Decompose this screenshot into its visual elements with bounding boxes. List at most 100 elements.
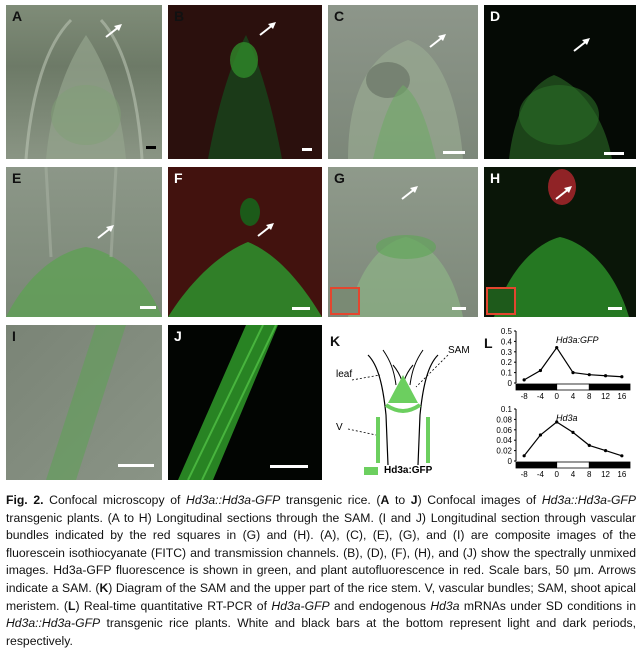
caption-gene: Hd3a::Hd3a-GFP bbox=[6, 616, 101, 631]
caption-text: transgenic rice. ( bbox=[280, 493, 381, 507]
x-tick-label: -4 bbox=[537, 470, 545, 479]
panel-a: A bbox=[6, 5, 162, 159]
panel-label-a: A bbox=[12, 8, 23, 24]
caption-gene: Hd3a bbox=[430, 598, 460, 613]
x-tick-label: 16 bbox=[617, 392, 626, 401]
light-period-bar bbox=[556, 461, 590, 469]
dark-period-bar bbox=[588, 461, 631, 469]
panel-k-diagram: K leaf SAM V Hd3a:GFP bbox=[328, 325, 480, 480]
inset-square bbox=[486, 287, 516, 315]
caption-gene: Hd3a-GFP bbox=[271, 598, 330, 613]
y-tick-label: 0.5 bbox=[501, 327, 513, 336]
sam-label: SAM bbox=[448, 345, 470, 356]
figure-caption: Fig. 2. Confocal microscopy of Hd3a::Hd3… bbox=[6, 492, 636, 650]
scale-bar bbox=[140, 306, 156, 309]
caption-ref: A bbox=[380, 493, 390, 507]
caption-ref: K bbox=[99, 580, 109, 595]
chart-title: Hd3a:GFP bbox=[556, 335, 599, 345]
caption-text: ) Real-time quantitative RT-PCR of bbox=[75, 598, 272, 613]
data-point bbox=[603, 449, 608, 453]
scale-bar bbox=[443, 151, 465, 154]
x-tick-label: -8 bbox=[521, 470, 529, 479]
x-tick-label: 8 bbox=[587, 392, 592, 401]
y-tick-label: 0 bbox=[508, 457, 513, 466]
caption-text: ) Diagram of the SAM and the upper part … bbox=[6, 580, 636, 613]
panel-label-d: D bbox=[490, 8, 501, 24]
y-tick-label: 0.08 bbox=[496, 415, 512, 424]
y-tick-label: 0 bbox=[508, 379, 513, 388]
arrow-icon bbox=[259, 22, 276, 36]
y-tick-label: 0.3 bbox=[501, 348, 513, 357]
data-point bbox=[571, 371, 575, 375]
scale-bar bbox=[608, 307, 622, 310]
panel-label-c: C bbox=[334, 8, 345, 24]
dark-period-bar bbox=[588, 383, 631, 391]
data-point bbox=[587, 373, 591, 377]
panel-label-h: H bbox=[490, 170, 501, 186]
x-tick-label: 4 bbox=[571, 392, 576, 401]
caption-text: to bbox=[389, 493, 411, 507]
data-point bbox=[620, 375, 624, 379]
y-tick-label: 0.4 bbox=[501, 337, 513, 346]
panel-label-b: B bbox=[174, 8, 185, 24]
legend-label: Hd3a:GFP bbox=[384, 465, 433, 476]
scale-bar bbox=[270, 465, 308, 468]
inset-square bbox=[330, 287, 360, 315]
x-tick-label: 16 bbox=[617, 470, 626, 479]
scale-bar bbox=[604, 152, 624, 155]
dark-period-bar bbox=[515, 461, 558, 469]
panel-label-e: E bbox=[12, 170, 22, 186]
panel-b: B bbox=[168, 5, 322, 159]
chart-title: Hd3a bbox=[556, 413, 578, 423]
panel-h: H bbox=[484, 167, 636, 317]
panel-g: G bbox=[328, 167, 478, 317]
data-point bbox=[538, 433, 543, 437]
arrow-icon bbox=[429, 34, 446, 48]
data-point bbox=[620, 454, 624, 458]
arrow-icon bbox=[105, 24, 122, 38]
y-tick-label: 0.2 bbox=[501, 358, 513, 367]
caption-gene: Hd3a::Hd3a-GFP bbox=[541, 493, 636, 507]
data-point bbox=[587, 443, 591, 447]
leaf-label: leaf bbox=[336, 369, 353, 380]
y-tick-label: 0.02 bbox=[496, 447, 512, 456]
y-tick-label: 0.1 bbox=[501, 369, 513, 378]
dark-period-bar bbox=[515, 383, 558, 391]
arrow-icon bbox=[573, 38, 590, 52]
scale-bar bbox=[292, 307, 310, 310]
caption-text: transgenic plants. (A to H) Longitudinal… bbox=[6, 510, 636, 595]
caption-text: Confocal microscopy of bbox=[43, 493, 187, 507]
light-period-bar bbox=[556, 383, 590, 391]
y-tick-label: 0.1 bbox=[501, 405, 513, 414]
caption-fig: Fig. 2. bbox=[6, 493, 44, 507]
caption-text: transgenic rice plants. White and black … bbox=[6, 616, 636, 648]
scale-bar bbox=[118, 464, 154, 467]
data-point bbox=[555, 346, 559, 350]
data-point bbox=[522, 454, 526, 458]
scale-bar bbox=[452, 307, 466, 310]
data-point bbox=[555, 420, 559, 424]
x-tick-label: 12 bbox=[601, 392, 610, 401]
caption-ref: L bbox=[67, 598, 76, 613]
panel-label-l: L bbox=[484, 335, 493, 351]
arrow-icon bbox=[401, 186, 418, 200]
caption-text: and endogenous bbox=[329, 598, 431, 613]
data-point bbox=[603, 374, 608, 378]
arrow-icon bbox=[97, 225, 114, 239]
panel-e: E bbox=[6, 167, 162, 317]
panel-c: C bbox=[328, 5, 478, 159]
panel-label-j: J bbox=[174, 328, 182, 344]
caption-gene: Hd3a::Hd3a-GFP bbox=[186, 493, 281, 507]
panel-f: F bbox=[168, 167, 322, 317]
caption-text: mRNAs under SD conditions in bbox=[459, 598, 637, 613]
x-tick-label: 8 bbox=[587, 470, 592, 479]
scale-bar bbox=[146, 146, 156, 149]
x-tick-label: 12 bbox=[601, 470, 610, 479]
x-tick-label: 0 bbox=[554, 392, 559, 401]
panel-i: I bbox=[6, 325, 162, 480]
scale-bar bbox=[302, 148, 312, 151]
panel-label-i: I bbox=[12, 328, 16, 344]
panel-label-g: G bbox=[334, 170, 345, 186]
data-point bbox=[571, 430, 575, 434]
arrow-icon bbox=[555, 186, 572, 200]
